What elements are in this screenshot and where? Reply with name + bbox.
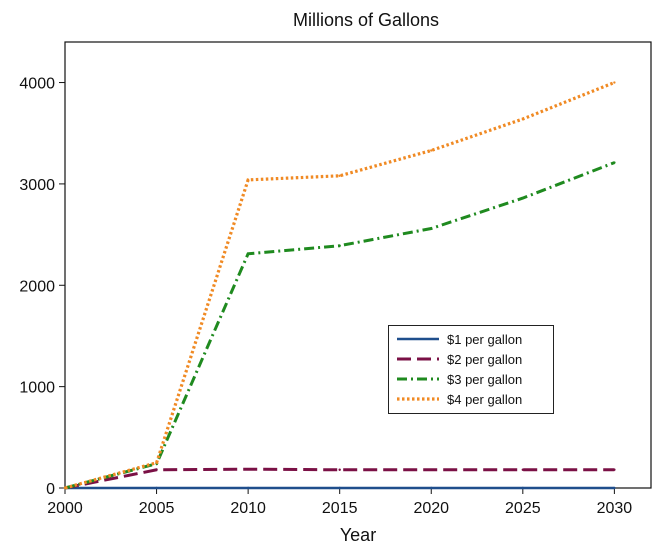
legend-swatch-1 bbox=[397, 337, 439, 341]
legend-item-3: $3 per gallon bbox=[395, 370, 522, 388]
y-tick-label: 0 bbox=[46, 481, 55, 498]
data-point bbox=[338, 486, 341, 490]
legend-label-1: $1 per gallon bbox=[447, 331, 523, 347]
data-point bbox=[613, 161, 616, 164]
data-point bbox=[430, 227, 433, 230]
data-point bbox=[155, 461, 158, 464]
legend-label-2: $2 per gallon bbox=[447, 351, 523, 367]
data-point bbox=[246, 252, 250, 256]
data-point bbox=[613, 486, 616, 490]
data-point bbox=[613, 468, 616, 471]
legend-item-2: $2 per gallon bbox=[395, 350, 522, 368]
data-point bbox=[430, 486, 433, 490]
x-tick-label: 2000 bbox=[47, 500, 83, 517]
data-point bbox=[521, 468, 525, 471]
data-point bbox=[521, 486, 525, 490]
x-tick-label: 2005 bbox=[139, 500, 175, 517]
y-tick-label: 4000 bbox=[19, 76, 55, 93]
x-axis-label: Year bbox=[340, 525, 376, 544]
data-point bbox=[246, 486, 250, 490]
data-point bbox=[155, 486, 158, 490]
legend-swatch-4 bbox=[397, 397, 439, 401]
data-point bbox=[63, 486, 67, 490]
x-axis: 2000 2005 2010 2015 2020 2025 2030 bbox=[47, 488, 632, 517]
y-tick-label: 2000 bbox=[19, 278, 55, 295]
data-point bbox=[521, 117, 525, 121]
legend-label-4: $4 per gallon bbox=[447, 391, 523, 407]
data-point bbox=[246, 468, 250, 471]
data-point bbox=[430, 468, 433, 471]
legend-item-4: $4 per gallon bbox=[395, 390, 522, 408]
x-tick-label: 2020 bbox=[413, 500, 449, 517]
legend-item-1: $1 per gallon bbox=[395, 330, 522, 348]
y-tick-label: 3000 bbox=[19, 177, 55, 194]
legend-swatch-3 bbox=[397, 377, 439, 381]
x-tick-label: 2025 bbox=[505, 500, 541, 517]
legend-swatch-2 bbox=[397, 357, 439, 361]
chart-title: Millions of Gallons bbox=[293, 10, 439, 30]
legend: $1 per gallon $2 per gallon $3 per gallo… bbox=[388, 325, 554, 414]
data-point bbox=[338, 174, 341, 177]
data-point bbox=[338, 468, 341, 471]
y-axis: 0 1000 2000 3000 4000 bbox=[19, 76, 65, 498]
data-point bbox=[338, 244, 341, 247]
data-point bbox=[613, 81, 616, 84]
series-line-2 bbox=[64, 467, 615, 490]
series-line-4 bbox=[64, 81, 615, 490]
data-point bbox=[521, 196, 525, 200]
y-tick-label: 1000 bbox=[19, 380, 55, 397]
series-layer bbox=[63, 81, 616, 490]
plot-frame bbox=[64, 41, 652, 489]
x-tick-label: 2030 bbox=[597, 500, 633, 517]
data-point bbox=[246, 178, 250, 182]
x-tick-label: 2010 bbox=[230, 500, 266, 517]
legend-label-3: $3 per gallon bbox=[447, 371, 523, 387]
data-point bbox=[430, 149, 433, 152]
x-tick-label: 2015 bbox=[322, 500, 358, 517]
data-point bbox=[155, 468, 158, 471]
